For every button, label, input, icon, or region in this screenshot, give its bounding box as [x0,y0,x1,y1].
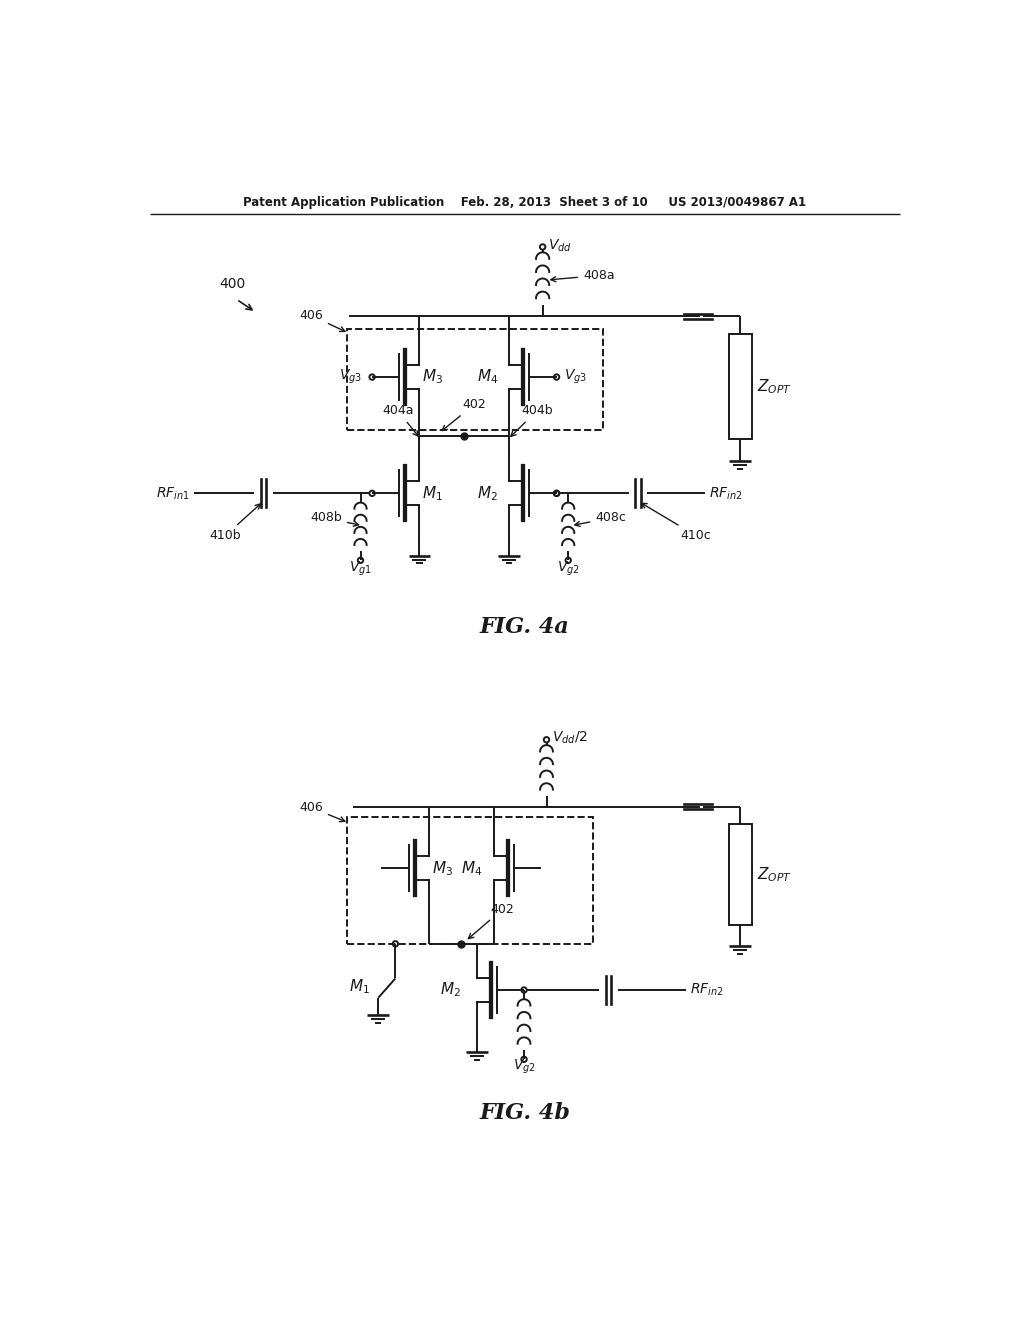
Text: $Z_{OPT}$: $Z_{OPT}$ [758,865,793,884]
Bar [347,330,603,430]
Text: $M_3$: $M_3$ [432,859,453,878]
Text: 400: 400 [219,277,246,290]
Text: $M_2$: $M_2$ [440,981,461,999]
Text: $M_1$: $M_1$ [349,977,370,995]
Bar [729,825,752,924]
Text: 408a: 408a [551,269,614,282]
Text: $M_4$: $M_4$ [477,368,498,387]
Text: $RF_{in1}$: $RF_{in1}$ [157,486,190,502]
Text: $V_{g1}$: $V_{g1}$ [349,560,372,578]
Text: $M_1$: $M_1$ [423,484,443,503]
Text: $V_{g2}$: $V_{g2}$ [557,560,580,578]
Text: 406: 406 [299,309,345,331]
Text: 402: 402 [442,399,485,430]
Text: $V_{g3}$: $V_{g3}$ [339,368,361,387]
Text: 410b: 410b [209,504,260,543]
Text: 404a: 404a [382,404,418,436]
Text: $V_{g2}$: $V_{g2}$ [513,1059,536,1077]
Text: $M_2$: $M_2$ [477,484,498,503]
Text: 402: 402 [468,903,514,939]
Text: $M_4$: $M_4$ [461,859,482,878]
Text: 404b: 404b [511,404,553,437]
Text: $M_3$: $M_3$ [423,368,443,387]
Text: FIG. 4b: FIG. 4b [479,1102,570,1125]
Bar [729,334,752,440]
Text: 410c: 410c [642,503,712,543]
Text: FIG. 4a: FIG. 4a [480,615,569,638]
Text: 406: 406 [299,801,345,821]
Text: $RF_{in2}$: $RF_{in2}$ [690,982,724,998]
Text: $Z_{OPT}$: $Z_{OPT}$ [758,378,793,396]
Text: $RF_{in2}$: $RF_{in2}$ [710,486,743,502]
Text: 408b: 408b [310,511,358,527]
Text: $V_{dd}$: $V_{dd}$ [548,238,572,253]
Text: $V_{dd}/2$: $V_{dd}/2$ [552,730,588,746]
Bar [347,817,593,944]
Text: Patent Application Publication    Feb. 28, 2013  Sheet 3 of 10     US 2013/00498: Patent Application Publication Feb. 28, … [244,195,806,209]
Text: 408c: 408c [574,511,627,527]
Text: $V_{g3}$: $V_{g3}$ [563,368,587,387]
